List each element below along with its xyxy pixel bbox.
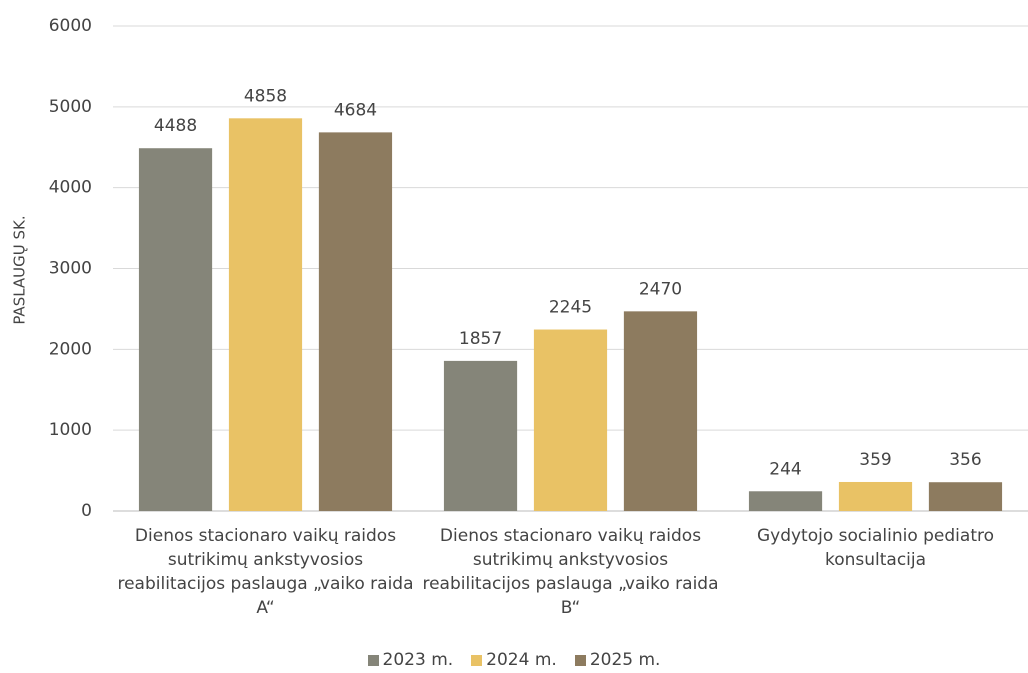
- x-tick-label: Dienos stacionaro vaikų raidos sutrikimų…: [422, 526, 719, 618]
- legend-swatch: [574, 654, 586, 666]
- x-tick-label: Dienos stacionaro vaikų raidos sutrikimų…: [117, 526, 414, 618]
- y-tick-label: 6000: [49, 16, 92, 36]
- legend: 2023 m. 2024 m. 2025 m.: [0, 650, 1028, 670]
- data-label: 1857: [459, 329, 502, 349]
- data-label: 2470: [639, 279, 682, 299]
- legend-label: 2023 m.: [382, 650, 454, 670]
- bar: [928, 482, 1003, 511]
- bar: [533, 329, 608, 511]
- y-tick-label: 4000: [49, 178, 92, 198]
- y-axis-label: PASLAUGŲ SK.: [11, 215, 29, 324]
- bar: [138, 148, 213, 511]
- data-label: 244: [769, 459, 801, 479]
- legend-label: 2025 m.: [589, 650, 661, 670]
- legend-swatch: [471, 654, 483, 666]
- data-label: 4858: [244, 86, 287, 106]
- bar: [318, 132, 393, 512]
- y-tick-label: 5000: [49, 97, 92, 117]
- legend-item: 2025 m.: [574, 650, 661, 670]
- bar: [443, 360, 518, 511]
- y-tick-label: 3000: [49, 259, 92, 279]
- data-label: 356: [949, 450, 981, 470]
- legend-item: 2024 m.: [471, 650, 557, 670]
- data-label: 2245: [549, 298, 592, 318]
- data-label: 4684: [334, 100, 377, 120]
- legend-swatch: [367, 654, 379, 666]
- bar: [623, 311, 698, 511]
- y-tick-label: 2000: [49, 339, 92, 359]
- legend-item: 2023 m.: [367, 650, 454, 670]
- x-tick-label: Gydytojo socialinio pediatro konsultacij…: [756, 526, 995, 570]
- y-tick-label: 1000: [49, 420, 92, 440]
- bar: [838, 481, 913, 511]
- data-label: 4488: [154, 116, 197, 136]
- data-label: 359: [859, 450, 891, 470]
- y-tick-label: 0: [81, 501, 92, 521]
- bar: [748, 491, 823, 511]
- bar: [228, 118, 303, 511]
- legend-label: 2024 m.: [486, 650, 557, 670]
